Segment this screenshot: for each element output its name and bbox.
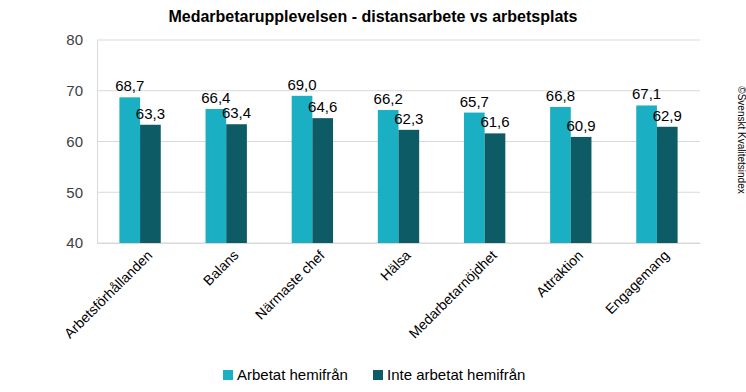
annotation: ©Svenskt Kvalitetsindex [736,86,746,193]
legend-label: Inte arbetat hemifrån [387,366,525,383]
grid-line [97,40,700,41]
bar [292,96,313,243]
bar [399,130,420,243]
y-tick: 40 [66,234,97,251]
legend: Arbetat hemifrån Inte arbetat hemifrån [223,366,525,383]
bar [378,110,399,243]
data-label: 67,1 [632,85,661,102]
x-tick-label: Attraktion [533,247,586,300]
x-tick: Hälsa [377,243,414,284]
y-axis-line [97,41,98,244]
bar [312,118,333,243]
bar [226,124,247,243]
x-tick-label: Engagemang [602,247,672,317]
y-tick-label: 70 [66,82,83,99]
y-tick: 60 [66,133,97,150]
data-label: 64,6 [308,98,337,115]
x-tick-label: Balans [200,247,242,289]
x-tick: Attraktion [533,243,586,300]
x-tick-label: Arbetsförhållanden [61,247,155,341]
legend-swatch [223,370,233,380]
x-tick: Medarbetarnöjdhet [405,243,499,341]
x-tick-label: Medarbetarnöjdhet [405,247,499,341]
data-label: 63,3 [136,105,165,122]
x-axis-line [98,243,701,244]
x-axis: Arbetsförhållanden BalansNärmaste chef Häl… [61,243,701,341]
legend-item: Arbetat hemifrån [223,366,348,383]
data-label: 60,9 [567,117,596,134]
bar [140,125,161,243]
y-tick: 50 [66,184,97,201]
y-tick: 70 [66,82,97,99]
legend-item: Inte arbetat hemifrån [373,366,525,383]
data-labels: 68,766,469,066,265,766,867,163,363,464,6… [115,76,682,134]
y-tick-label: 50 [66,184,83,201]
data-label: 69,0 [287,76,316,93]
y-tick-label: 40 [66,234,83,251]
data-label: 66,8 [546,87,575,104]
x-tick: Balans [200,243,242,289]
data-label: 66,2 [374,90,403,107]
bars [119,96,677,243]
y-tick-label: 80 [66,31,83,48]
bar [464,113,485,243]
plot: 40 50 60 70 80 Arbetsförhållanden BalansNärmas… [61,31,701,341]
y-axis: 40 50 60 70 80 [66,31,97,251]
data-label: 62,9 [653,107,682,124]
data-label: 61,6 [480,113,509,130]
x-tick: Närmaste chef [252,243,328,323]
legend-swatch [373,370,383,380]
x-tick: Engagemang [602,243,672,317]
x-tick-label: Närmaste chef [252,247,328,323]
data-label: 63,4 [222,104,251,121]
data-label: 65,7 [460,93,489,110]
bar [571,137,592,243]
data-label: 62,3 [394,110,423,127]
chart: Medarbetarupplevelsen - distansarbete vs… [0,0,746,392]
data-label: 68,7 [115,77,144,94]
x-tick: Arbetsförhållanden [61,243,155,341]
bar [636,105,657,243]
y-tick: 80 [66,31,97,48]
legend-label: Arbetat hemifrån [237,366,348,383]
bar [206,109,227,243]
y-tick-label: 60 [66,133,83,150]
x-tick-label: Hälsa [377,247,414,284]
bar [485,133,506,243]
title: Medarbetarupplevelsen - distansarbete vs… [168,8,577,25]
grid [97,40,700,243]
bar [657,127,678,243]
